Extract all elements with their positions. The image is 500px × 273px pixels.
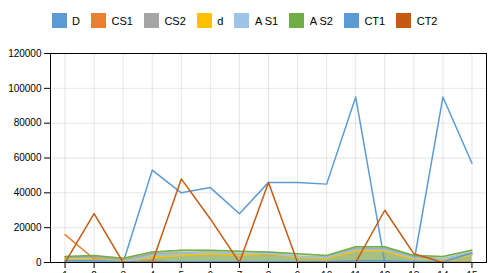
svg-text:14: 14 [437, 269, 449, 273]
html-text:D: D [72, 14, 80, 27]
html-text:CT1: CT1 [364, 14, 386, 27]
svg-text:2: 2 [91, 269, 97, 273]
svg-text:100000: 100000 [8, 82, 42, 93]
html-text:CS1: CS1 [111, 14, 133, 27]
svg-text:6: 6 [208, 269, 214, 273]
svg-text:13: 13 [408, 269, 420, 273]
svg-text:3: 3 [120, 269, 126, 273]
svg-text:1: 1 [62, 269, 68, 273]
svg-text:15: 15 [466, 269, 478, 273]
html-text:CT2: CT2 [416, 14, 438, 27]
html-text:CS2: CS2 [164, 14, 186, 27]
svg-text:10: 10 [321, 269, 333, 273]
html-text:A S2: A S2 [309, 14, 333, 27]
svg-text:120000: 120000 [8, 47, 42, 58]
svg-text:20000: 20000 [14, 221, 42, 232]
svg-text:11: 11 [351, 269, 362, 273]
svg-text:7: 7 [237, 269, 243, 273]
svg-text:8: 8 [266, 269, 272, 273]
svg-text:80000: 80000 [14, 117, 42, 128]
svg-text:40000: 40000 [14, 187, 42, 198]
svg-text:9: 9 [295, 269, 301, 273]
svg-text:4: 4 [149, 269, 155, 273]
svg-text:12: 12 [379, 269, 391, 273]
svg-text:60000: 60000 [14, 152, 42, 163]
svg-text:5: 5 [179, 269, 185, 273]
html-text:A S1: A S1 [254, 14, 279, 27]
html-text:d: d [217, 14, 224, 27]
svg-text:0: 0 [36, 256, 42, 267]
